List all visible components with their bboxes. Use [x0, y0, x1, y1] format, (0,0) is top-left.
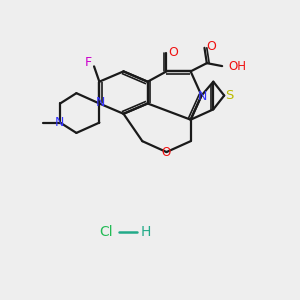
Text: O: O — [168, 46, 178, 59]
Text: O: O — [162, 146, 171, 159]
Text: N: N — [95, 96, 105, 110]
Text: Cl: Cl — [99, 225, 112, 239]
Text: H: H — [140, 225, 151, 239]
Text: O: O — [206, 40, 216, 53]
Text: F: F — [85, 56, 92, 69]
Text: N: N — [55, 116, 64, 129]
Text: S: S — [225, 89, 234, 102]
Text: N: N — [197, 90, 207, 103]
Text: OH: OH — [229, 60, 247, 73]
